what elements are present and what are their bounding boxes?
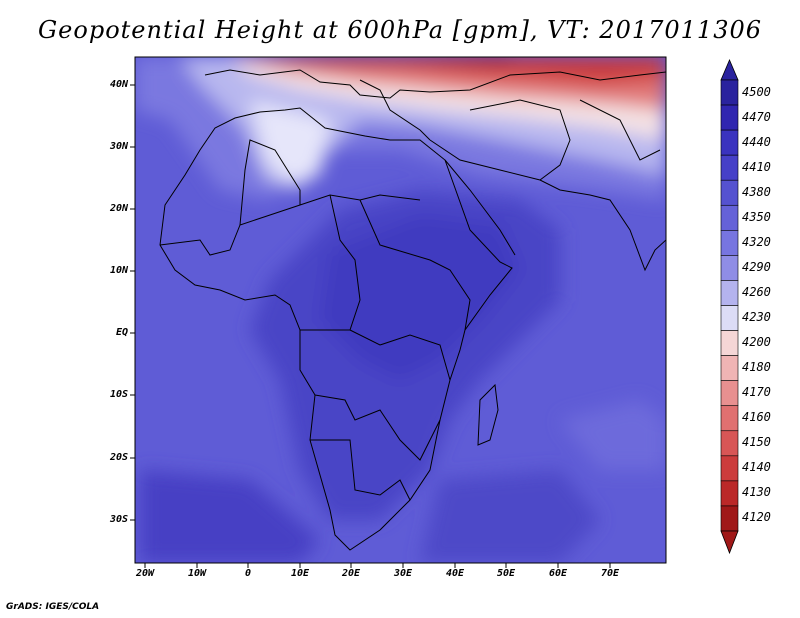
map-title: Geopotential Height at 600hPa [gpm], VT:… — [38, 16, 762, 44]
credit-text: GrADS: IGES/COLA — [6, 602, 100, 612]
colorbar-label: 4320 — [742, 234, 771, 249]
lat-label: 30S — [109, 514, 128, 525]
lat-label: 40N — [109, 79, 128, 90]
colorbar-swatch — [720, 430, 739, 457]
colorbar-swatch — [720, 280, 739, 306]
lat-label: 20S — [109, 452, 128, 463]
colorbar-swatch — [720, 179, 739, 206]
colorbar-swatch — [720, 79, 739, 106]
colorbar-label: 4120 — [742, 510, 771, 525]
colorbar-swatch — [720, 405, 739, 432]
colorbar-label: 4440 — [742, 134, 771, 149]
colorbar-label: 4150 — [742, 435, 771, 450]
colorbar-swatch — [720, 480, 739, 507]
lon-label: 40E — [445, 568, 465, 579]
colorbar-swatch — [720, 255, 739, 281]
colorbar-swatch — [720, 355, 739, 381]
colorbar-label: 4410 — [742, 159, 771, 174]
colorbar-swatch — [720, 154, 739, 181]
colorbar-label: 4260 — [742, 284, 771, 299]
colorbar-label: 4180 — [742, 360, 771, 375]
colorbar-label: 4470 — [742, 109, 771, 124]
colorbar-top-arrow — [720, 58, 739, 81]
colorbar-swatch — [720, 129, 739, 156]
lon-label: 20E — [341, 568, 361, 579]
colorbar-swatch — [720, 330, 739, 356]
coastlines — [159, 69, 666, 551]
colorbar-label: 4380 — [742, 184, 771, 199]
colorbar — [720, 58, 739, 555]
colorbar-swatch — [720, 505, 739, 532]
lon-label: 10E — [290, 568, 310, 579]
colorbar-bottom-arrow — [720, 530, 739, 555]
colorbar-swatch — [720, 455, 739, 482]
lat-label: 30N — [109, 141, 128, 152]
colorbar-swatch — [720, 230, 739, 256]
lon-label: 70E — [600, 568, 620, 579]
lat-label: 20N — [109, 203, 128, 214]
colorbar-label: 4350 — [742, 209, 771, 224]
height-field — [135, 57, 666, 563]
colorbar-label: 4230 — [742, 310, 771, 325]
lon-label: 30E — [393, 568, 413, 579]
colorbar-swatch — [720, 380, 739, 407]
plot-frame — [134, 56, 667, 564]
lon-label: 20W — [135, 568, 155, 579]
lat-label: EQ — [115, 327, 128, 338]
lat-label: 10N — [109, 265, 128, 276]
axis-ticks — [130, 84, 611, 568]
lon-label: 0 — [244, 568, 252, 579]
colorbar-swatch — [720, 305, 739, 331]
colorbar-label: 4130 — [742, 485, 771, 500]
colorbar-label: 4140 — [742, 460, 771, 475]
colorbar-label: 4290 — [742, 259, 771, 274]
lon-label: 60E — [548, 568, 568, 579]
lon-label: 10W — [187, 568, 207, 579]
colorbar-label: 4160 — [742, 410, 771, 425]
colorbar-label: 4200 — [742, 335, 771, 350]
lat-label: 10S — [109, 389, 128, 400]
colorbar-swatch — [720, 204, 739, 231]
colorbar-label: 4170 — [742, 385, 771, 400]
colorbar-label: 4500 — [742, 84, 771, 99]
lon-label: 50E — [496, 568, 516, 579]
colorbar-swatch — [720, 104, 739, 131]
